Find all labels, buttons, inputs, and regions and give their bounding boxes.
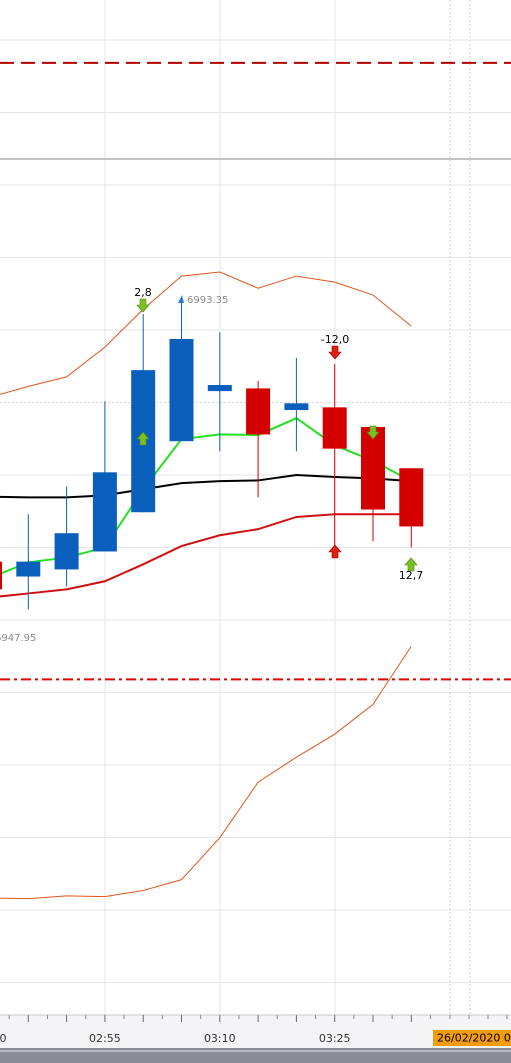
indicator-line (0, 513, 412, 598)
candle-body (284, 403, 309, 411)
candle-body (246, 388, 271, 435)
candle-body (169, 339, 194, 442)
date-label: 26/02/2020 0 (437, 1032, 511, 1045)
candle-body (322, 407, 347, 449)
annotation-label: 2,8 (134, 286, 152, 299)
candle-body (92, 472, 117, 552)
signal-arrow (366, 425, 380, 440)
annotation-label: 12,7 (399, 569, 424, 582)
signal-arrow (404, 557, 418, 572)
signal-arrow (136, 431, 150, 446)
signal-arrow (328, 544, 342, 559)
annotation-label: -12,0 (321, 333, 349, 346)
indicator-line (0, 271, 412, 395)
x-tick-label: 03:10 (204, 1032, 236, 1045)
candle-body (361, 426, 385, 510)
plot-layer (0, 0, 511, 1015)
x-tick-label: 0 (0, 1032, 7, 1045)
high-marker (178, 295, 184, 303)
x-tick-label: 03:25 (319, 1032, 351, 1045)
x-axis-background (0, 1015, 511, 1048)
candle-body (54, 533, 79, 570)
candle-body (207, 385, 232, 392)
candle-body (399, 468, 424, 527)
plot-background (0, 0, 511, 1015)
annotation-label: 6993.35 (187, 295, 228, 306)
annotation-label: 6947.95 (0, 633, 36, 644)
indicator-line (0, 645, 412, 900)
signal-arrow (328, 345, 342, 360)
candle-body (16, 561, 41, 577)
candle-body (0, 561, 2, 590)
date-label-box (433, 1030, 511, 1046)
x-tick-label: 02:55 (89, 1032, 121, 1045)
scrollbar-edge (0, 1050, 511, 1052)
signal-arrow (136, 298, 150, 313)
indicator-line (0, 474, 412, 499)
